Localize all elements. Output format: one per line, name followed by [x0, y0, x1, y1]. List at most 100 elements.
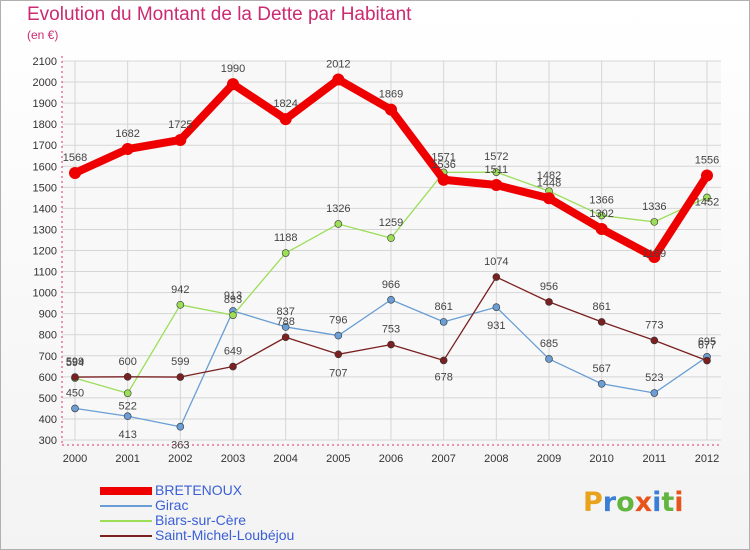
- legend-item-saint-michel-loubejou: Saint-Michel-Loubéjou: [100, 528, 360, 543]
- data-point-bretenoux: [701, 169, 713, 182]
- data-label-bretenoux: 1869: [379, 89, 403, 101]
- data-point-biars-sur-cere: [492, 168, 501, 176]
- data-point-girac: [387, 295, 395, 304]
- data-label-saint-michel-loubejou: 788: [276, 316, 294, 328]
- data-label-girac: 567: [592, 363, 610, 375]
- data-label-bretenoux: 2012: [326, 59, 350, 71]
- data-label-girac: 685: [540, 338, 558, 350]
- data-point-bretenoux: [648, 251, 661, 264]
- data-label-girac: 861: [434, 301, 452, 313]
- legend-item-biars-sur-cere: Biars-sur-Cère: [100, 513, 360, 528]
- data-label-bretenoux: 1824: [273, 98, 297, 110]
- data-point-girac: [123, 412, 132, 421]
- y-tick-label: 2100: [33, 56, 57, 68]
- y-tick-label: 300: [39, 435, 57, 447]
- data-label-biars-sur-cere: 1326: [326, 203, 350, 215]
- data-point-bretenoux: [490, 179, 503, 192]
- y-tick-label: 1200: [33, 246, 57, 258]
- x-tick-label: 2003: [221, 453, 245, 465]
- data-label-saint-michel-loubejou: 707: [329, 367, 347, 379]
- proxiti-logo: Proxiti: [583, 487, 684, 518]
- legend-label-girac: Girac: [155, 497, 189, 513]
- data-point-girac: [597, 379, 606, 388]
- legend-swatch-saint-michel-loubejou: [100, 535, 152, 537]
- data-label-bretenoux: 1511: [485, 164, 509, 176]
- data-label-bretenoux: 1169: [643, 248, 667, 260]
- chart-subtitle: (en €): [27, 28, 59, 42]
- y-tick-label: 1900: [33, 98, 57, 110]
- data-label-saint-michel-loubejou: 649: [224, 346, 242, 358]
- data-point-biars-sur-cere: [334, 220, 343, 228]
- data-point-biars-sur-cere: [229, 311, 237, 319]
- data-label-girac: 695: [698, 336, 716, 348]
- legend: BRETENOUX Girac Biars-sur-Cère Saint-Mic…: [100, 483, 360, 543]
- data-point-girac: [650, 389, 659, 397]
- data-point-saint-michel-loubejou: [439, 356, 448, 365]
- data-label-bretenoux: 1536: [431, 159, 455, 171]
- logo-letter: o: [616, 487, 635, 518]
- legend-item-girac: Girac: [100, 498, 360, 513]
- data-point-bretenoux: [121, 143, 134, 156]
- legend-label-biars-sur-cere: Biars-sur-Cère: [155, 512, 247, 528]
- data-label-biars-sur-cere: 594: [66, 357, 84, 369]
- y-tick-label: 1600: [33, 161, 57, 173]
- data-point-bretenoux: [227, 78, 239, 91]
- data-point-saint-michel-loubejou: [71, 373, 79, 381]
- legend-swatch-bretenoux: [100, 487, 152, 495]
- legend-swatch-girac: [100, 505, 152, 507]
- data-point-girac: [545, 355, 553, 363]
- y-tick-label: 600: [39, 372, 57, 384]
- data-point-saint-michel-loubejou: [281, 333, 290, 342]
- data-label-girac: 450: [66, 387, 84, 399]
- y-tick-label: 1100: [33, 267, 57, 279]
- legend-label-saint-michel-loubejou: Saint-Michel-Loubéjou: [155, 527, 295, 543]
- data-point-saint-michel-loubejou: [545, 298, 553, 306]
- data-label-bretenoux: 1556: [695, 155, 719, 167]
- data-label-girac: 413: [118, 429, 136, 441]
- x-tick-label: 2000: [63, 453, 87, 465]
- data-point-biars-sur-cere: [650, 218, 659, 226]
- data-point-girac: [492, 303, 501, 311]
- data-label-saint-michel-loubejou: 677: [698, 340, 716, 352]
- x-tick-label: 2009: [537, 453, 561, 465]
- legend-item-bretenoux: BRETENOUX: [100, 483, 360, 498]
- y-tick-label: 700: [39, 351, 57, 363]
- logo-letter: r: [602, 487, 617, 518]
- data-point-bretenoux: [437, 173, 450, 186]
- data-label-girac: 523: [645, 372, 663, 384]
- data-point-bretenoux: [385, 103, 397, 116]
- data-label-saint-michel-loubejou: 600: [118, 356, 136, 368]
- logo-letter: i: [652, 487, 662, 518]
- y-tick-label: 1700: [33, 140, 57, 152]
- data-label-saint-michel-loubejou: 1074: [484, 256, 508, 268]
- y-tick-label: 1300: [33, 224, 57, 236]
- logo-letter: P: [583, 487, 603, 518]
- data-label-saint-michel-loubejou: 861: [592, 301, 610, 313]
- data-label-saint-michel-loubejou: 753: [382, 324, 400, 336]
- data-label-biars-sur-cere: 1572: [484, 151, 508, 163]
- data-point-biars-sur-cere: [387, 234, 395, 242]
- data-label-girac: 966: [382, 279, 400, 291]
- data-label-biars-sur-cere: 1188: [274, 232, 298, 244]
- y-tick-label: 500: [39, 393, 57, 405]
- x-tick-label: 2001: [115, 453, 139, 465]
- data-label-bretenoux: 1990: [221, 63, 245, 75]
- data-label-girac: 931: [487, 320, 505, 332]
- x-tick-label: 2007: [431, 453, 455, 465]
- data-label-girac: 363: [171, 440, 189, 452]
- y-tick-label: 1800: [33, 119, 57, 131]
- data-point-saint-michel-loubejou: [597, 318, 606, 326]
- chart-title: Evolution du Montant de la Dette par Hab…: [27, 4, 412, 25]
- data-label-girac: 837: [276, 306, 294, 318]
- data-label-bretenoux: 1725: [168, 119, 192, 131]
- data-label-girac: 913: [224, 290, 242, 302]
- data-label-biars-sur-cere: 893: [224, 294, 242, 306]
- data-point-girac: [334, 331, 343, 340]
- data-point-saint-michel-loubejou: [229, 362, 237, 371]
- data-point-girac: [281, 323, 290, 331]
- data-point-biars-sur-cere: [123, 389, 132, 398]
- legend-label-bretenoux: BRETENOUX: [155, 482, 243, 498]
- data-label-biars-sur-cere: 1336: [642, 201, 666, 213]
- x-tick-label: 2008: [484, 453, 508, 465]
- data-point-saint-michel-loubejou: [703, 356, 711, 365]
